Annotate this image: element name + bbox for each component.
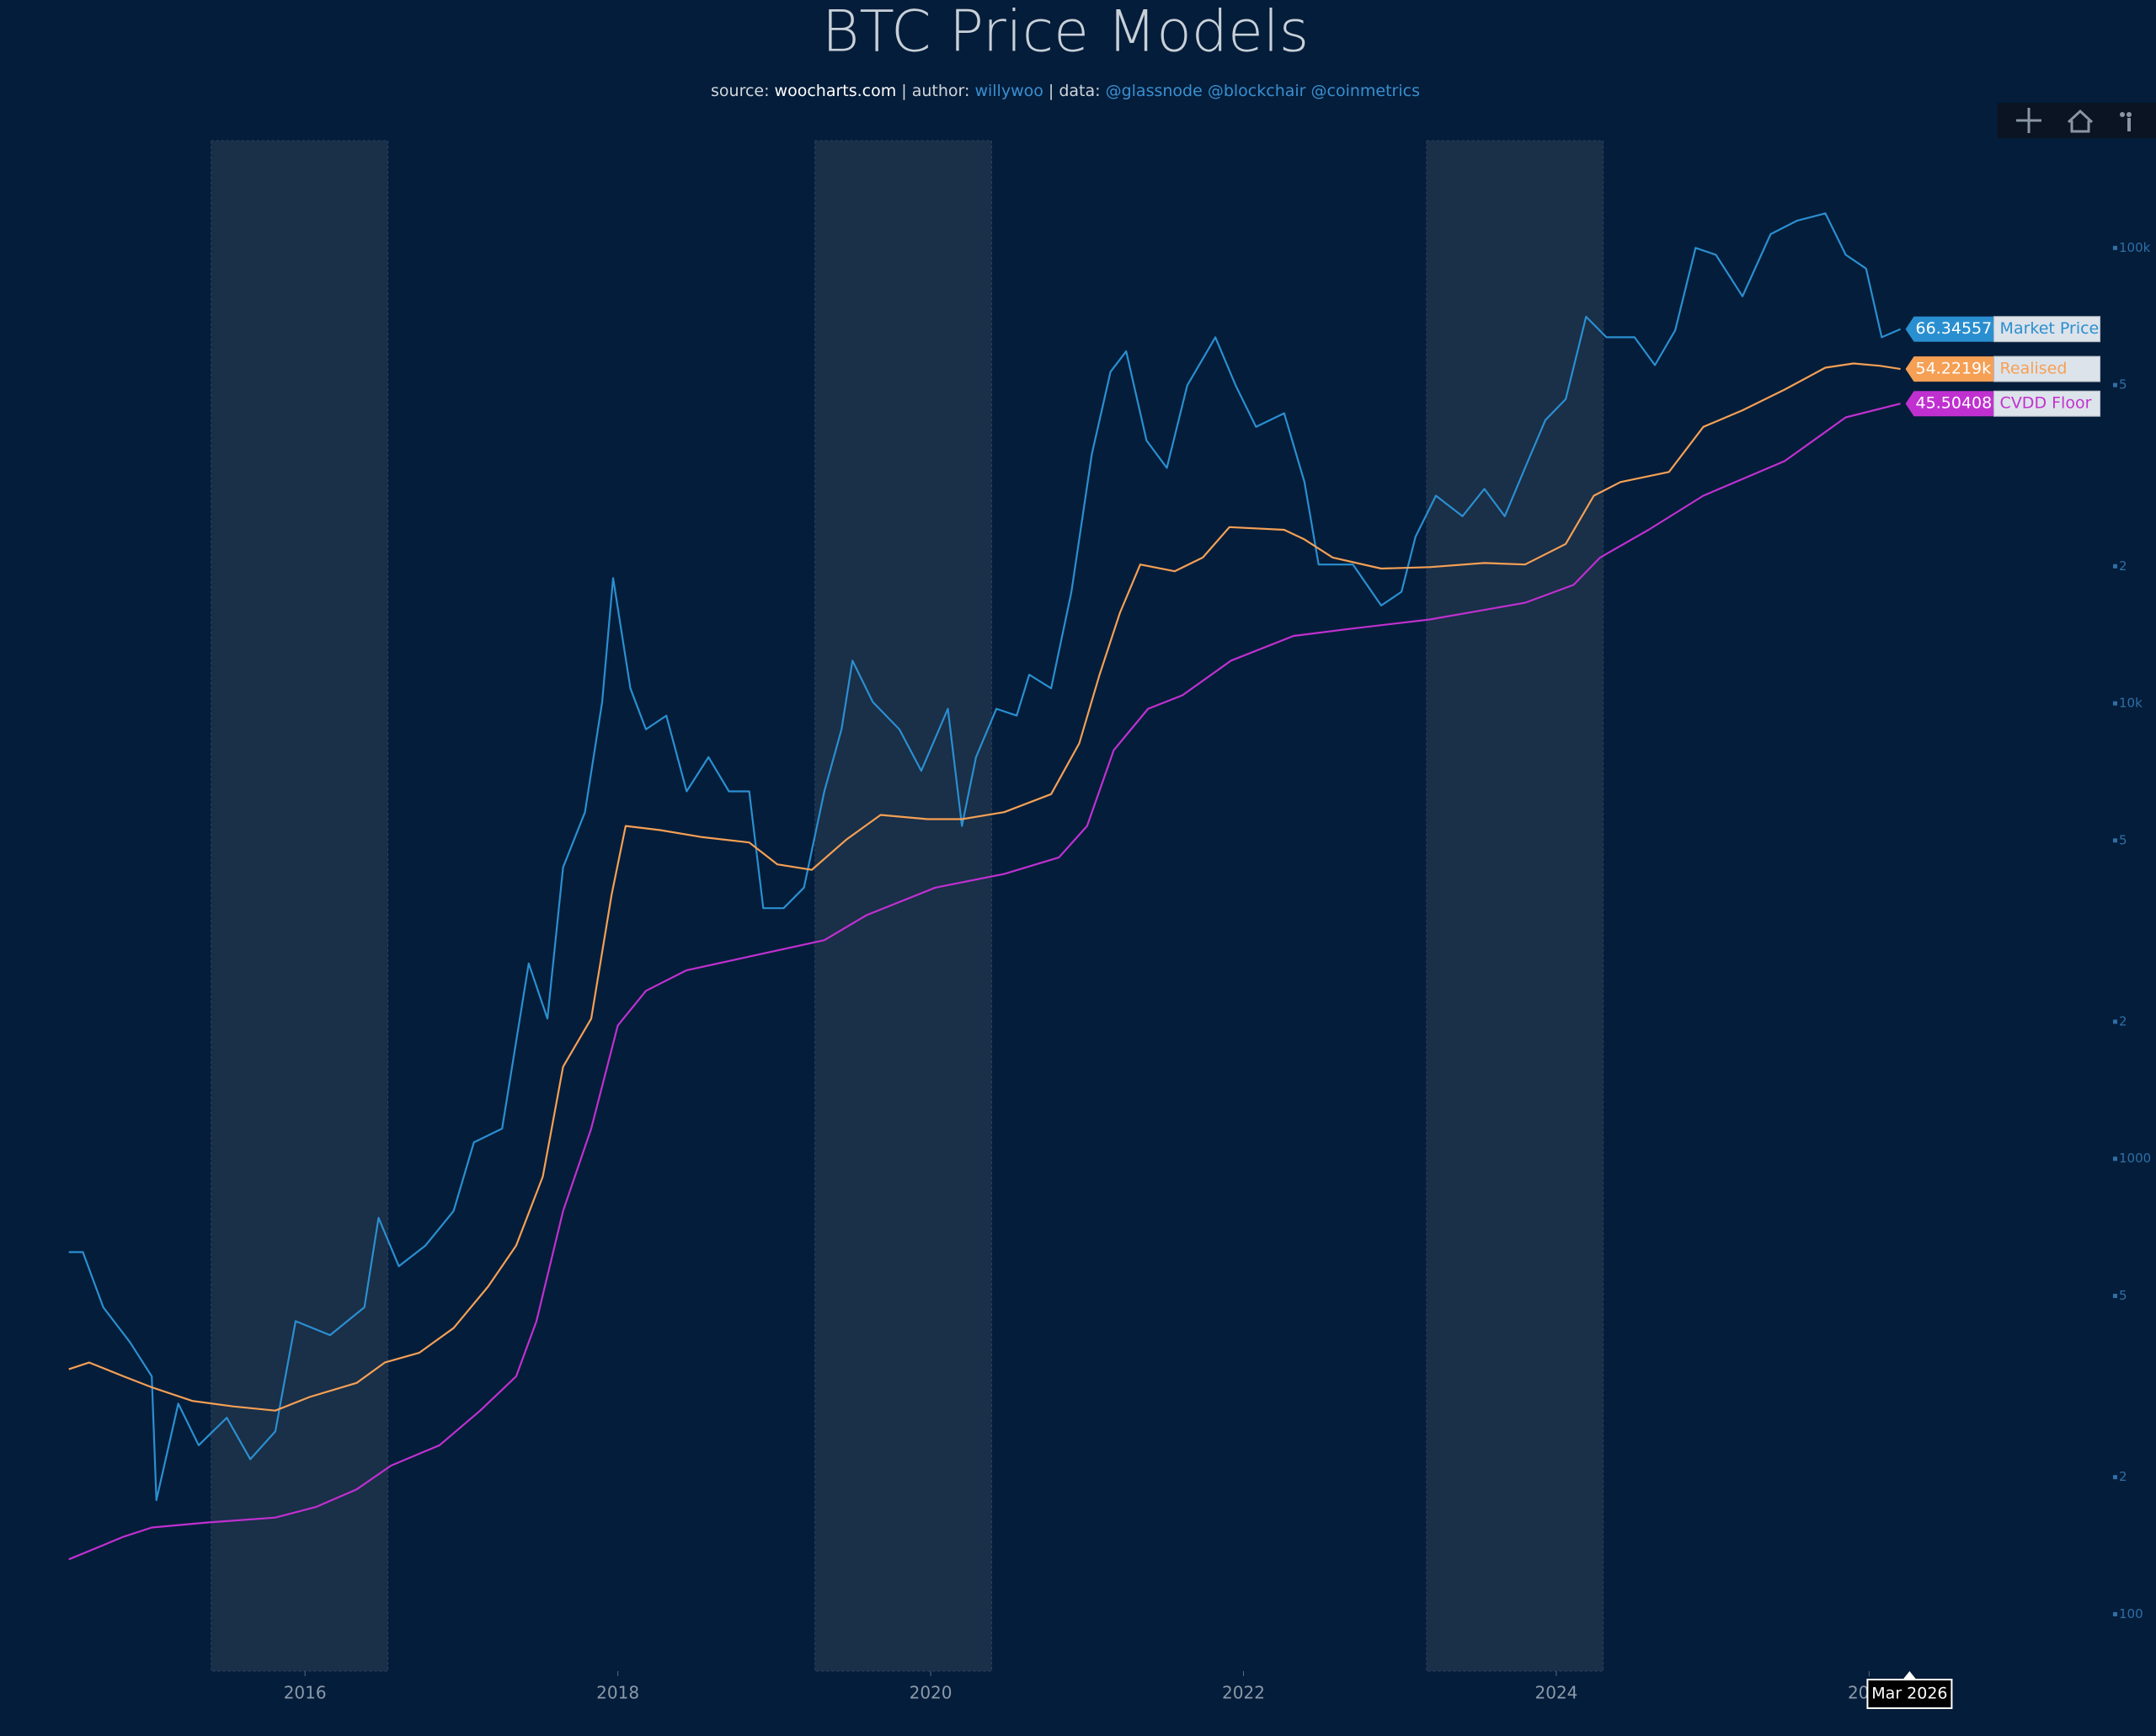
y-tick-label: 100k bbox=[2119, 240, 2151, 255]
y-tick-label: 1000 bbox=[2119, 1151, 2151, 1166]
y-tick-mark bbox=[2113, 1156, 2117, 1162]
end-label: 54.2219k Realised bbox=[1905, 355, 2101, 382]
y-tick-label: 2 bbox=[2119, 1469, 2127, 1484]
y-tick-mark bbox=[2113, 564, 2117, 569]
legend-label: Realised bbox=[2000, 360, 2068, 378]
subtitle: source: woocharts.com | author: willywoo… bbox=[711, 82, 1420, 100]
chart-title: BTC Price Models bbox=[822, 0, 1309, 66]
y-tick-label: 5 bbox=[2119, 377, 2127, 393]
y-tick-mark bbox=[2113, 245, 2117, 250]
legend-label: Market Price bbox=[2000, 319, 2100, 338]
y-tick-mark bbox=[2113, 838, 2117, 843]
toolbar bbox=[1998, 103, 2156, 138]
legend-box bbox=[1993, 316, 2101, 343]
y-tick-label: 2 bbox=[2119, 1013, 2127, 1028]
home-button[interactable] bbox=[2067, 109, 2094, 133]
y-tick-label: 5 bbox=[2119, 1288, 2127, 1303]
x-tick-label: 2020 bbox=[910, 1683, 953, 1703]
subtitle-text: source: bbox=[711, 82, 775, 100]
end-label-box bbox=[1905, 316, 1994, 342]
y-tick-mark bbox=[2113, 701, 2117, 706]
y-tick-label: 2 bbox=[2119, 558, 2127, 574]
series-line bbox=[68, 362, 1901, 1412]
end-label-value: 66.34557k bbox=[1916, 319, 2002, 338]
y-tick-mark bbox=[2113, 1475, 2117, 1480]
x-tick-label: 2022 bbox=[1222, 1683, 1265, 1703]
shaded-region bbox=[814, 140, 992, 1672]
end-label-value: 54.2219k bbox=[1916, 360, 1992, 378]
y-tick-mark bbox=[2113, 1611, 2117, 1616]
shaded-region bbox=[211, 140, 389, 1672]
end-label-box bbox=[1905, 356, 1994, 382]
x-tick-label: 2018 bbox=[596, 1683, 639, 1703]
y-tick-mark bbox=[2113, 382, 2117, 387]
plot: 100 2 5 1000 2 5 10k 2 5 100k 2016 2018 2020 2022 2024… bbox=[68, 212, 2151, 1709]
hover-box bbox=[1866, 1679, 1953, 1709]
x-tick-label: 2016 bbox=[284, 1683, 327, 1703]
hover-label: Mar 2026 bbox=[1871, 1685, 1947, 1703]
bands bbox=[211, 140, 1604, 1672]
end-label-box bbox=[1905, 391, 1994, 417]
y-tick-mark bbox=[2113, 1294, 2117, 1299]
legend-label: CVDD Floor bbox=[2000, 394, 2092, 413]
y-tick-label: 100 bbox=[2119, 1606, 2143, 1621]
pan-button[interactable] bbox=[2016, 108, 2041, 133]
y-tick-label: 5 bbox=[2119, 832, 2127, 847]
subtitle-text: | author: bbox=[896, 82, 974, 100]
end-label-value: 45.50408k bbox=[1916, 394, 2002, 413]
legend-box bbox=[1993, 355, 2101, 382]
subtitle-link[interactable]: willywoo bbox=[974, 82, 1043, 100]
series-line bbox=[68, 212, 1902, 1502]
y-tick-mark bbox=[2113, 1019, 2117, 1024]
shaded-region bbox=[1426, 140, 1604, 1672]
spike-button[interactable] bbox=[2120, 112, 2132, 131]
y-tick-label: 10k bbox=[2119, 696, 2143, 711]
hover-caret bbox=[1903, 1671, 1917, 1680]
subtitle-link[interactable]: @glassnode @blockchair @coinmetrics bbox=[1106, 82, 1420, 100]
subtitle-text: | data: bbox=[1043, 82, 1106, 100]
series-line bbox=[68, 403, 1901, 1561]
subtitle-link[interactable]: woocharts.com bbox=[775, 82, 897, 100]
x-tick-label: 2024 bbox=[1535, 1683, 1578, 1703]
legend-box bbox=[1993, 390, 2101, 417]
